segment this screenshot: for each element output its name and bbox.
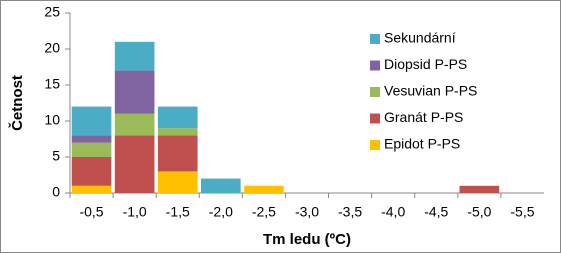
legend-label: Sekundární xyxy=(384,30,456,46)
bar-segment xyxy=(114,70,155,114)
y-tick-label: 0 xyxy=(52,184,60,200)
legend-swatch xyxy=(370,140,380,150)
bar-segment xyxy=(71,185,112,193)
bar-segment xyxy=(114,41,155,71)
legend-swatch xyxy=(370,113,380,124)
legend-label: Diopsid P-PS xyxy=(384,56,467,72)
legend-label: Epidot P-PS xyxy=(384,136,460,152)
y-axis-label: Četnost xyxy=(8,75,26,131)
y-tick-label: 25 xyxy=(44,4,60,20)
bar-segment xyxy=(244,185,284,193)
x-tick-label: -4,5 xyxy=(424,204,448,220)
x-tick-label: -3,5 xyxy=(338,204,362,220)
y-tick-label: 15 xyxy=(44,76,60,92)
x-axis-label: Tm ledu (ºC) xyxy=(263,231,351,248)
y-tick-label: 5 xyxy=(52,148,60,164)
x-tick-label: -1,5 xyxy=(166,204,190,220)
legend-swatch xyxy=(370,60,380,71)
x-tick-label: -4,0 xyxy=(381,204,405,220)
y-tick-label: 20 xyxy=(44,40,60,56)
bar-segment xyxy=(200,178,241,193)
x-tick-label: -3,0 xyxy=(295,204,319,220)
bar-segment xyxy=(157,128,198,136)
bar-segment xyxy=(157,106,198,129)
x-tick-label: -5,5 xyxy=(510,204,534,220)
legend-label: Granát P-PS xyxy=(384,109,463,125)
x-tick-label: -0,5 xyxy=(79,204,103,220)
legend-label: Vesuvian P-PS xyxy=(384,83,477,99)
legend-swatch xyxy=(370,34,380,44)
bar-segment xyxy=(71,157,112,186)
x-tick-label: -2,0 xyxy=(209,204,233,220)
x-tick-label: -5,0 xyxy=(467,204,491,220)
bar-segment xyxy=(71,135,112,143)
y-tick-label: 10 xyxy=(44,112,60,128)
bar-segment xyxy=(114,113,155,136)
bar-segment xyxy=(157,135,198,172)
bar-segment xyxy=(71,106,112,136)
x-tick-label: -1,0 xyxy=(123,204,147,220)
bar-segment xyxy=(157,171,198,193)
bar-segment xyxy=(71,142,112,157)
x-tick-label: -2,5 xyxy=(252,204,276,220)
bar-segment xyxy=(459,185,500,193)
bar-segment xyxy=(114,135,155,193)
legend-swatch xyxy=(370,87,380,97)
